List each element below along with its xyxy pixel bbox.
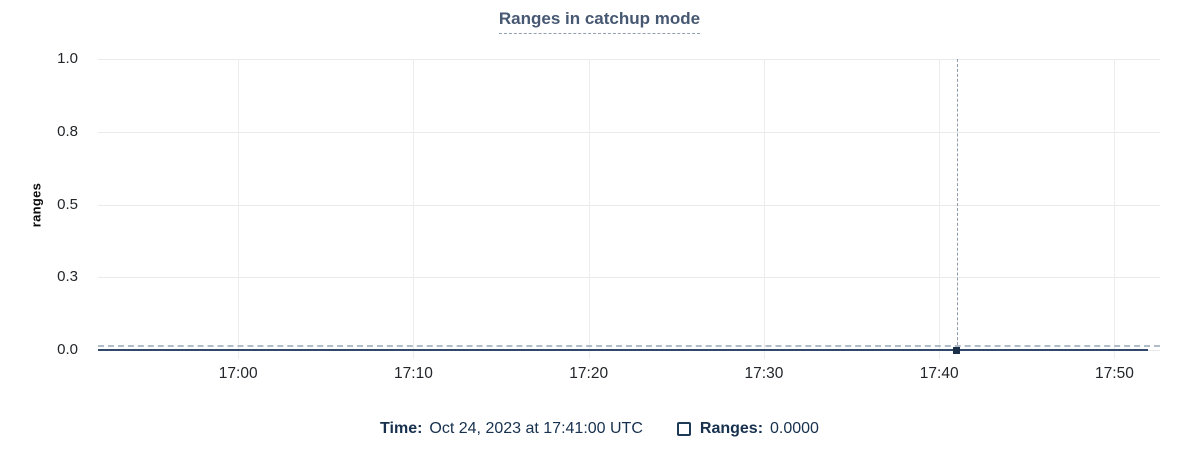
legend-time-label: Time:: [380, 420, 423, 437]
y-gridline: [98, 277, 1160, 279]
series-toggle-checkbox[interactable]: [676, 422, 691, 436]
x-tick-label: 17:30: [744, 365, 784, 382]
x-gridline: [588, 59, 590, 359]
x-axis-ticks: 17:00 17:10 17:20 17:30 17:40 17:50: [98, 365, 1160, 387]
hover-legend: Time: Oct 24, 2023 at 17:41:00 UTC Range…: [0, 420, 1199, 438]
y-axis-ticks: 0.0 0.3 0.5 0.8 1.0: [0, 50, 88, 358]
hover-point-marker: [953, 346, 961, 354]
y-tick-label: 0.0: [57, 341, 78, 358]
y-gridline: [98, 59, 1160, 60]
y-gridline: [98, 131, 1160, 133]
legend-time-group: Time: Oct 24, 2023 at 17:41:00 UTC: [380, 420, 643, 438]
legend-series-label: Ranges:: [699, 420, 764, 437]
legend-series-group: Ranges: 0.0000: [676, 420, 819, 438]
x-tick-label: 17:20: [569, 365, 609, 382]
chart-title[interactable]: Ranges in catchup mode: [498, 9, 701, 34]
legend-time-value: Oct 24, 2023 at 17:41:00 UTC: [429, 420, 643, 437]
x-gridline: [1114, 59, 1116, 359]
y-tick-label: 0.3: [57, 268, 78, 286]
x-tick-label: 17:40: [919, 365, 959, 382]
series-line: [98, 349, 1148, 351]
y-tick-label: 0.8: [57, 122, 78, 140]
x-tick-label: 17:00: [218, 365, 258, 382]
x-gridline: [413, 59, 415, 359]
y-gridline: [98, 204, 1160, 206]
x-gridline: [238, 59, 240, 359]
y-tick-label: 0.5: [57, 195, 78, 213]
cursor-horizontal-line: [98, 345, 1160, 347]
cursor-vertical-line: [956, 59, 958, 350]
x-tick-label: 17:10: [394, 365, 433, 382]
x-tick-label: 17:50: [1095, 365, 1134, 382]
chart-title-row: Ranges in catchup mode: [0, 9, 1199, 34]
legend-series-value: 0.0000: [770, 420, 819, 437]
x-gridline: [763, 59, 765, 359]
x-gridline: [939, 59, 941, 359]
plot-area[interactable]: [98, 59, 1160, 359]
y-tick-label: 1.0: [57, 50, 78, 67]
